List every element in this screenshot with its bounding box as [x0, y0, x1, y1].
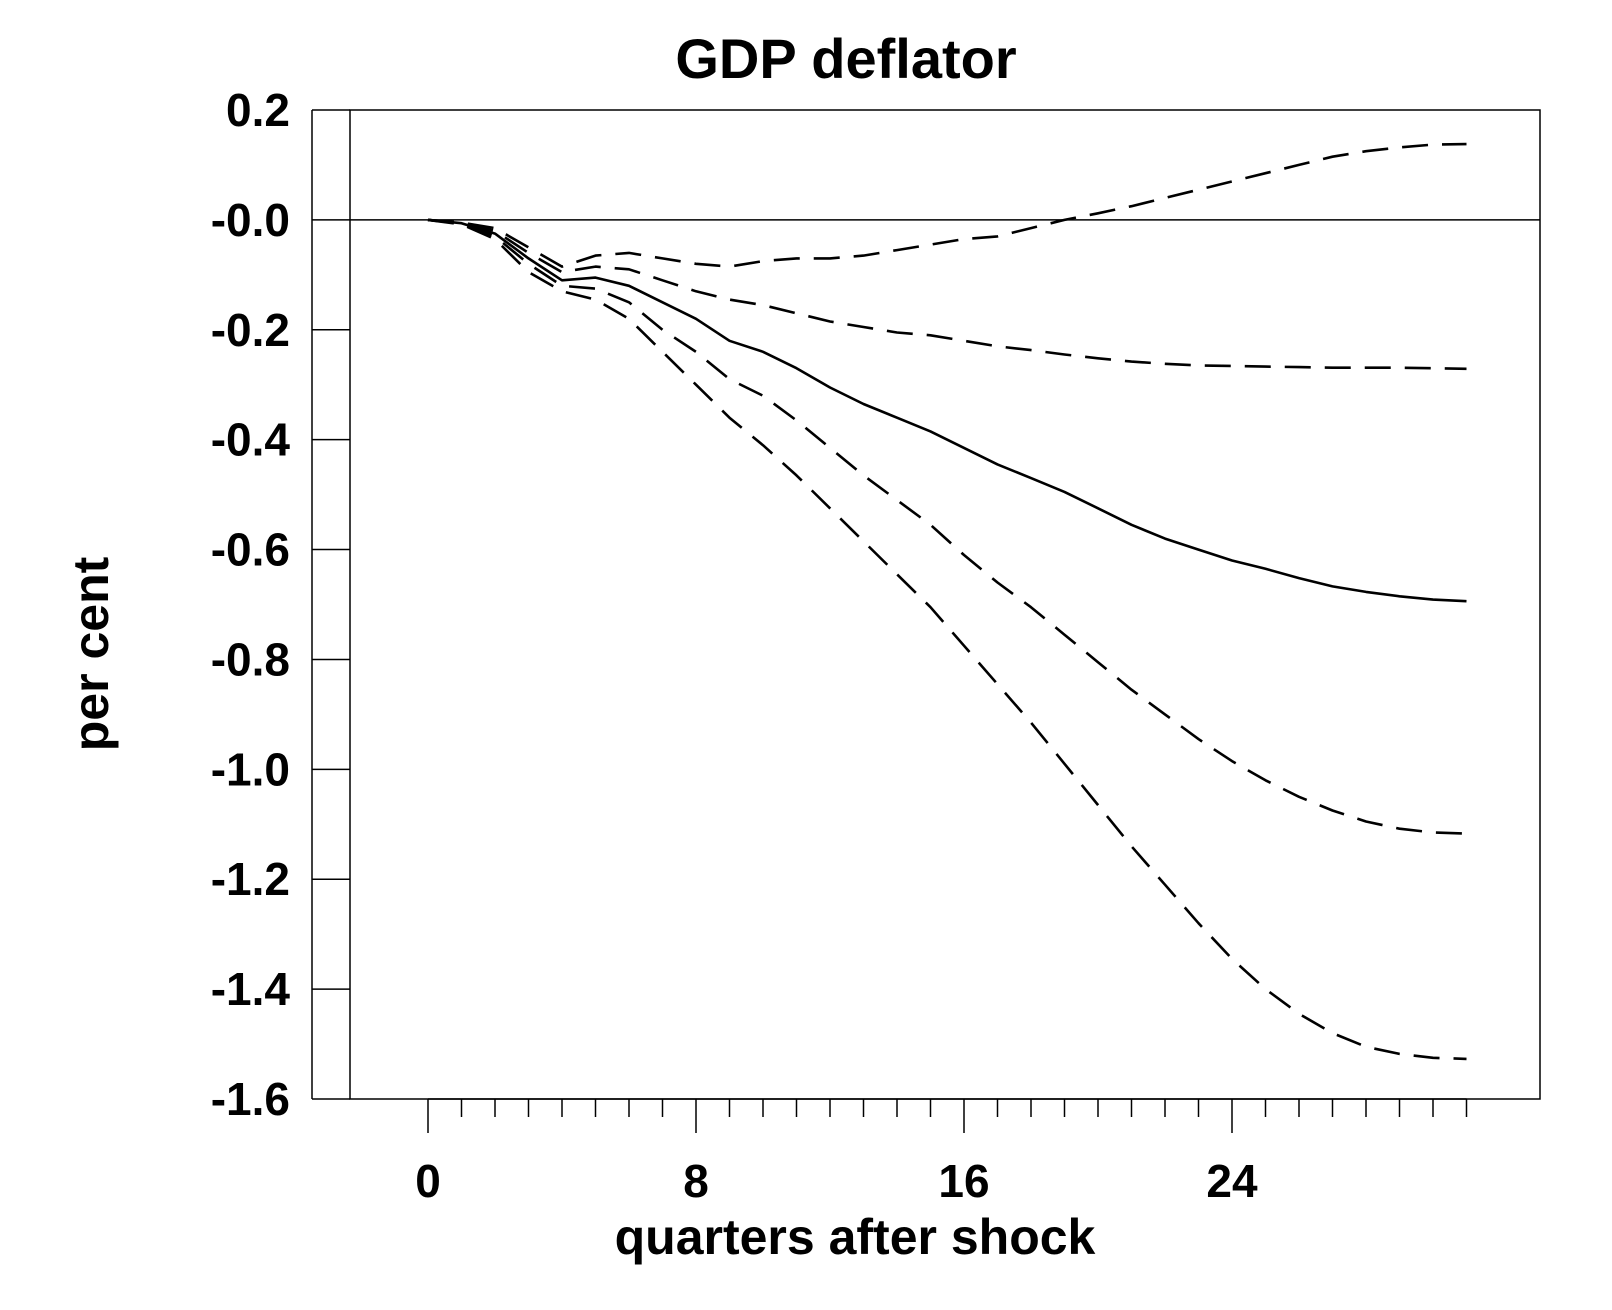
series-layer [427, 142, 1467, 1061]
x-tick-label: 24 [1206, 1155, 1258, 1207]
x-axis-label: quarters after shock [615, 1209, 1096, 1265]
chart-title: GDP deflator [675, 27, 1016, 90]
y-tick-label: -0.6 [211, 524, 290, 576]
y-axis-label: per cent [63, 556, 119, 751]
y-tick-label: -1.6 [211, 1073, 290, 1125]
y-axis: 0.2 -0.0 -0.2 -0.4 -0.6 -0.8 -1.0 -1.2 -1.4 -1.6 [211, 84, 350, 1125]
dashed-series-line-4 [427, 218, 1467, 835]
y-tick-label: -1.4 [211, 963, 291, 1015]
solid-series-line-3 [427, 218, 1467, 603]
y-tick-label: -0.0 [211, 194, 290, 246]
x-tick-label: 0 [415, 1155, 441, 1207]
dashed-series-line-2 [427, 218, 1467, 371]
y-tick-label: -0.2 [211, 304, 290, 356]
x-axis: 0 8 16 24 [415, 1098, 1468, 1207]
x-tick-label: 16 [938, 1155, 989, 1207]
dashed-series-line-5 [427, 218, 1467, 1061]
dashed-series-line-1 [427, 142, 1467, 268]
y-tick-label: -0.8 [211, 633, 290, 685]
y-tick-label: -1.2 [211, 853, 290, 905]
y-tick-label: 0.2 [226, 84, 290, 136]
y-tick-label: -0.4 [211, 414, 291, 466]
y-tick-label: -1.0 [211, 743, 290, 795]
x-tick-label: 8 [683, 1155, 709, 1207]
